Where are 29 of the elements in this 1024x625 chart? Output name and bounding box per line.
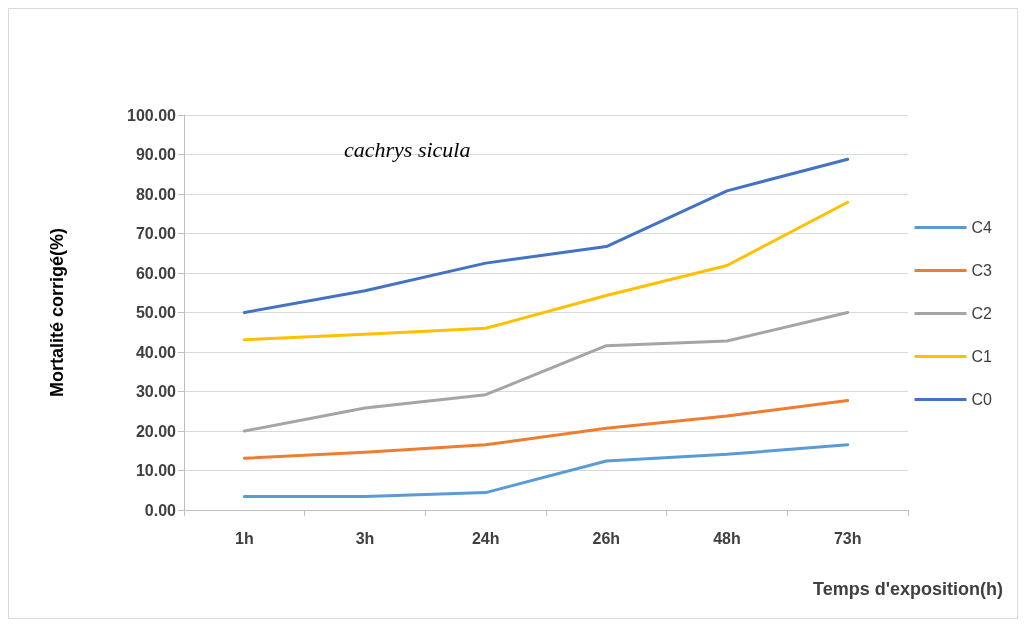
x-tick-label: 26h — [592, 529, 621, 547]
text: cachrys sicula — [344, 136, 471, 162]
x-axis-title: Temps d'exposition(h) — [813, 579, 1003, 599]
x-tick-label: 24h — [471, 529, 500, 547]
y-tick-label: 100.00 — [127, 106, 177, 124]
legend-label: C1 — [971, 348, 993, 365]
x-tick-label: 73h — [833, 529, 862, 547]
x-tick-label: 3h — [355, 529, 375, 547]
y-tick-label: 0.00 — [144, 501, 177, 519]
legend-label: C4 — [971, 219, 993, 236]
x-tick-label: 48h — [713, 529, 741, 547]
legend-label: C2 — [971, 305, 993, 322]
line-series — [242, 399, 850, 460]
legend-label: C0 — [971, 391, 993, 408]
line-series — [242, 200, 850, 342]
y-tick-label: 70.00 — [135, 225, 177, 242]
y-tick-label: 90.00 — [135, 146, 177, 163]
legend-label: C3 — [971, 262, 993, 279]
y-tick-label: 50.00 — [135, 304, 177, 321]
x-tick-label: 1h — [235, 529, 254, 547]
y-tick-label: 80.00 — [135, 185, 177, 203]
line-series — [242, 443, 850, 499]
y-tick-label: 30.00 — [135, 383, 177, 400]
y-tick-label: 60.00 — [135, 264, 177, 282]
y-axis-title: Mortalité corrigé(%) — [47, 227, 67, 398]
y-tick-label: 10.00 — [135, 462, 177, 479]
line-series — [242, 311, 850, 433]
y-tick-label: 40.00 — [135, 343, 177, 361]
y-tick-label: 20.00 — [135, 422, 177, 440]
